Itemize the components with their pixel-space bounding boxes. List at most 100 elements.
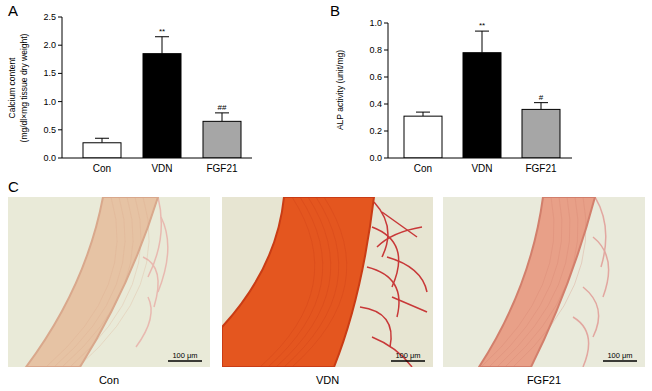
- y-tick-label: 0.8: [369, 45, 382, 55]
- y-tick-label: 2.5: [43, 12, 56, 22]
- significance: #: [539, 93, 544, 102]
- lamella: [260, 197, 315, 367]
- scale-bar-label: 100 μm: [172, 351, 197, 360]
- micrograph-panel: C 100 μm Con 100 μm VDN 100 μm FGF21: [8, 178, 645, 386]
- y-axis-label: Calcium content: [7, 57, 17, 119]
- y-tick-label: 0.0: [43, 153, 56, 163]
- bar: [463, 53, 501, 158]
- plot-area: [83, 37, 241, 158]
- significance: ##: [218, 103, 227, 112]
- image-content: [8, 197, 210, 367]
- bar: [522, 109, 560, 158]
- bar: [203, 121, 241, 158]
- y-tick: [384, 23, 388, 24]
- adventitia-fiber: [372, 227, 399, 287]
- error-bar: [102, 138, 103, 143]
- lamella: [70, 197, 141, 367]
- x-tick-label: VDN: [471, 163, 492, 174]
- error-bar: [423, 112, 424, 116]
- background: [0, 0, 652, 391]
- adventitia-fiber: [387, 257, 427, 292]
- lamella: [292, 197, 347, 367]
- lamella: [497, 197, 570, 367]
- lamella: [513, 197, 586, 367]
- lamella: [276, 197, 331, 367]
- adventitia-fiber: [595, 197, 606, 267]
- vessel-wall: [26, 197, 158, 367]
- image-content: [443, 197, 645, 367]
- y-axis: [388, 23, 389, 158]
- lamella: [62, 197, 133, 367]
- x-tick-label: FGF21: [525, 163, 557, 174]
- image-label: Con: [99, 374, 119, 386]
- y-tick-label: 0.4: [369, 99, 382, 109]
- micrograph: 100 μm: [222, 197, 433, 367]
- image-background: [222, 197, 433, 367]
- y-tick-label: 0.6: [369, 72, 382, 82]
- bar: [83, 143, 121, 158]
- y-tick-label: 1.0: [369, 18, 382, 28]
- adventitia-fiber: [377, 227, 422, 247]
- y-tick: [58, 17, 62, 18]
- significance: **: [159, 27, 165, 36]
- lamella: [78, 197, 149, 367]
- y-axis-label: (mg/dl×mg tissue dry weight): [19, 33, 29, 142]
- lamella: [481, 197, 554, 367]
- scale-bar: [603, 360, 637, 362]
- adventitia-fiber: [360, 307, 391, 347]
- adventitia-fiber: [573, 317, 589, 367]
- x-axis: [62, 158, 252, 159]
- x-tick-label: FGF21: [206, 163, 238, 174]
- scale-bar-label: 100 μm: [395, 351, 420, 360]
- x-tick-label: VDN: [151, 163, 172, 174]
- y-tick-label: 0.2: [369, 126, 382, 136]
- y-tick: [384, 158, 388, 159]
- lamella: [268, 197, 323, 367]
- lamella: [505, 197, 578, 367]
- vessel-wall: [222, 197, 374, 367]
- panel-label: C: [8, 178, 19, 195]
- y-tick-label: 2.0: [43, 40, 56, 50]
- error-bar: [162, 37, 163, 54]
- y-tick-label: 0.5: [43, 125, 56, 135]
- y-axis-label: ALP activity (unit/mg): [335, 50, 345, 130]
- lamella: [46, 197, 117, 367]
- error-cap: [475, 31, 489, 32]
- y-tick-label: 0.0: [369, 153, 382, 163]
- bar: [143, 54, 181, 158]
- y-tick: [58, 158, 62, 159]
- figure: ACalcium content(mg/dl×mg tissue dry wei…: [0, 0, 652, 391]
- bar-chart: BALP activity (unit/mg)ConVDN**FGF21#0.0…: [330, 2, 572, 174]
- lamella: [489, 197, 562, 367]
- adventitia-fiber: [158, 217, 168, 292]
- error-bar: [222, 113, 223, 121]
- y-tick: [58, 101, 62, 102]
- image-label: VDN: [316, 374, 339, 386]
- error-cap: [215, 112, 229, 113]
- scale-bar-label: 100 μm: [607, 351, 632, 360]
- scale-bar: [391, 360, 425, 362]
- y-tick-label: 1.0: [43, 97, 56, 107]
- adventitia-fiber: [136, 297, 151, 347]
- error-cap: [416, 112, 430, 113]
- x-tick-label: Con: [93, 163, 111, 174]
- image-content: [222, 197, 433, 367]
- scale-bar: [168, 360, 202, 362]
- image-label: FGF21: [527, 374, 561, 386]
- micrograph: 100 μm: [8, 197, 210, 367]
- y-tick: [384, 104, 388, 105]
- significance: **: [479, 21, 485, 30]
- image-background: [8, 197, 210, 367]
- y-axis: [62, 17, 63, 158]
- error-cap: [155, 36, 169, 37]
- y-tick: [58, 129, 62, 130]
- lamella: [284, 197, 339, 367]
- y-tick: [384, 50, 388, 51]
- error-cap: [95, 138, 109, 139]
- error-cap: [534, 102, 548, 103]
- y-tick: [384, 131, 388, 132]
- y-tick: [58, 45, 62, 46]
- bar: [404, 116, 442, 158]
- adventitia-fiber: [593, 237, 609, 297]
- y-tick: [58, 73, 62, 74]
